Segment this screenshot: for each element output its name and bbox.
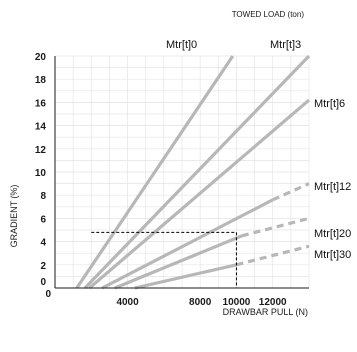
x-tick-label: 0	[45, 289, 51, 300]
y-tick-label: 0	[40, 277, 46, 288]
series-line-mtr-t-30	[134, 263, 237, 290]
series-line-mtr-t-6	[88, 98, 311, 290]
x-tick-label: 4000	[116, 297, 139, 308]
series-labels: Mtr[t]0 Mtr[t]3 Mtr[t]6 Mtr[t]12 Mtr[t]20 Mtr…	[166, 39, 351, 261]
y-axis-title: GRADIENT (%)	[9, 185, 19, 248]
axes	[54, 56, 309, 289]
y-tick-label: 2	[40, 261, 46, 272]
y-tick-label: 14	[35, 122, 47, 133]
y-tick-label: 20	[35, 52, 47, 63]
x-tick-labels: 0 4000 8000 10000 12000	[45, 289, 287, 308]
x-axis-title: DRAWBAR PULL (N)	[223, 307, 308, 317]
series-dashed-mtr-t-12	[272, 182, 310, 202]
series-label: Mtr[t]30	[314, 249, 351, 261]
series-line-mtr-t-20	[114, 234, 243, 290]
x-tick-label: 12000	[259, 297, 287, 308]
series-label: Mtr[t]20	[314, 228, 351, 240]
reference-lines	[91, 231, 237, 288]
y-tick-label: 18	[35, 75, 47, 86]
series-line-mtr-t-3	[83, 54, 311, 290]
series-dashed-mtr-t-30	[236, 244, 310, 267]
grid-lines	[54, 55, 310, 289]
x-tick-label: 8000	[189, 297, 212, 308]
legend-title: TOWED LOAD (ton)	[232, 10, 305, 19]
y-tick-label: 6	[40, 214, 46, 225]
series-label: Mtr[t]3	[270, 39, 301, 51]
series-line-mtr-t-0	[75, 55, 235, 289]
series-lines	[75, 54, 311, 290]
y-tick-labels: 0 2 4 6 8 10 12 14 16 18 20	[35, 52, 47, 288]
series-label: Mtr[t]12	[314, 181, 351, 193]
y-tick-label: 16	[35, 98, 47, 109]
y-tick-label: 4	[40, 238, 46, 249]
y-tick-label: 12	[35, 145, 47, 156]
y-tick-label: 10	[35, 168, 47, 179]
series-line-mtr-t-12	[101, 198, 274, 290]
series-label: Mtr[t]6	[314, 98, 345, 110]
series-label: Mtr[t]0	[166, 39, 197, 51]
y-tick-label: 8	[40, 191, 46, 202]
x-tick-label: 10000	[223, 297, 251, 308]
